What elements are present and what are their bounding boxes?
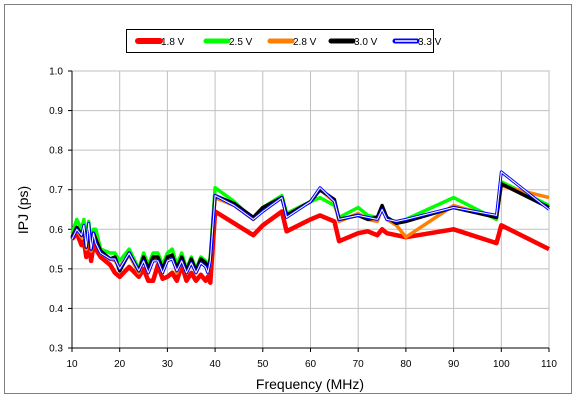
y-tick-label: 1.0 [49, 67, 63, 78]
x-tick-label: 60 [305, 359, 317, 370]
x-tick-label: 40 [210, 359, 222, 370]
y-tick-label: 0.3 [49, 344, 63, 355]
legend-entries: 1.8 V 2.5 V 2.8 V 3.0 V 3.3 V [135, 37, 442, 48]
x-tick-label: 10 [66, 359, 78, 370]
legend-label: 2.8 V [293, 37, 317, 48]
axes: 10 20 30 40 50 60 70 80 90 100 110 0.3 0.4 0.5 0.6 0.7 0… [49, 67, 557, 371]
series-lines [70, 170, 551, 285]
y-tick-label: 0.5 [49, 264, 63, 275]
x-tick-label: 100 [493, 359, 510, 370]
x-tick-label: 110 [541, 359, 557, 370]
x-axis-label: Frequency (MHz) [256, 376, 364, 392]
y-tick-label: 0.6 [49, 225, 63, 236]
y-tick-label: 0.8 [49, 146, 63, 157]
x-tick-label: 70 [353, 359, 365, 370]
series-line-3-3-v-highlight [71, 171, 550, 274]
x-tick-label: 20 [114, 359, 126, 370]
legend-label: 2.5 V [229, 37, 253, 48]
legend-label: 3.0 V [354, 37, 378, 48]
x-tick-label: 80 [400, 359, 412, 370]
y-tick-label: 0.9 [49, 106, 63, 117]
legend-label: 1.8 V [161, 37, 185, 48]
x-tick-label: 50 [257, 359, 269, 370]
series-line-1-8-V [70, 209, 551, 285]
y-tick-label: 0.7 [49, 185, 63, 196]
y-axis-label: IPJ (ps) [15, 186, 31, 234]
legend-label: 3.3 V [418, 37, 442, 48]
x-tick-label: 90 [448, 359, 460, 370]
x-tick-label: 30 [162, 359, 174, 370]
y-tick-label: 0.4 [49, 304, 63, 315]
